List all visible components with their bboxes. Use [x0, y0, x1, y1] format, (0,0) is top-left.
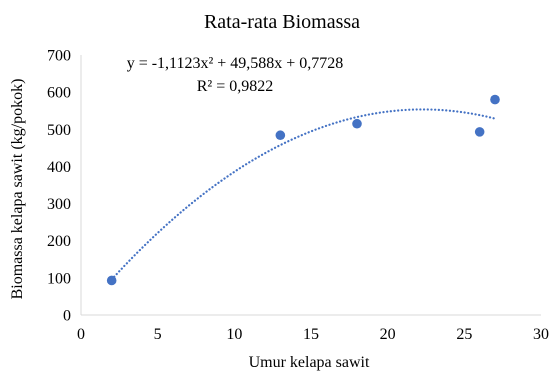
- x-tick-label: 20: [380, 326, 396, 343]
- y-tick-label: 400: [47, 159, 71, 176]
- y-tick-label: 200: [47, 233, 71, 250]
- y-tick-label: 600: [47, 85, 71, 102]
- x-axis-title: Umur kelapa sawit: [249, 354, 370, 371]
- x-tick-label: 0: [77, 326, 85, 343]
- x-tick-label: 25: [456, 326, 472, 343]
- y-tick-label: 0: [63, 308, 71, 325]
- y-tick-labels: 0 100 200 300 400 500 600 700: [47, 48, 71, 325]
- data-point: [474, 127, 485, 137]
- x-tick-label: 30: [533, 326, 549, 343]
- y-tick-label: 300: [47, 196, 71, 213]
- data-point: [490, 94, 500, 105]
- x-tick-labels: 0 5 10 15 20 25 30: [77, 326, 549, 343]
- x-tick-label: 10: [226, 326, 242, 343]
- y-tick-label: 100: [47, 270, 71, 287]
- y-axis-title: Biomassa kelapa sawit (kg/pokok): [9, 79, 26, 300]
- trendline: [110, 108, 497, 281]
- data-point: [275, 130, 286, 141]
- data-point: [352, 118, 362, 129]
- data-points: [106, 94, 500, 286]
- trendline-equation: y = -1,1123x² + 49,588x + 0,7728: [127, 55, 344, 72]
- y-tick-label: 700: [47, 48, 71, 65]
- x-tick-label: 15: [303, 326, 319, 343]
- trendline-r-squared: R² = 0,9822: [197, 78, 274, 95]
- data-point: [106, 275, 117, 286]
- x-tick-label: 5: [154, 326, 162, 343]
- chart-title: Rata-rata Biomassa: [204, 11, 360, 33]
- trendline-curve: [110, 108, 497, 281]
- y-tick-label: 500: [47, 122, 71, 139]
